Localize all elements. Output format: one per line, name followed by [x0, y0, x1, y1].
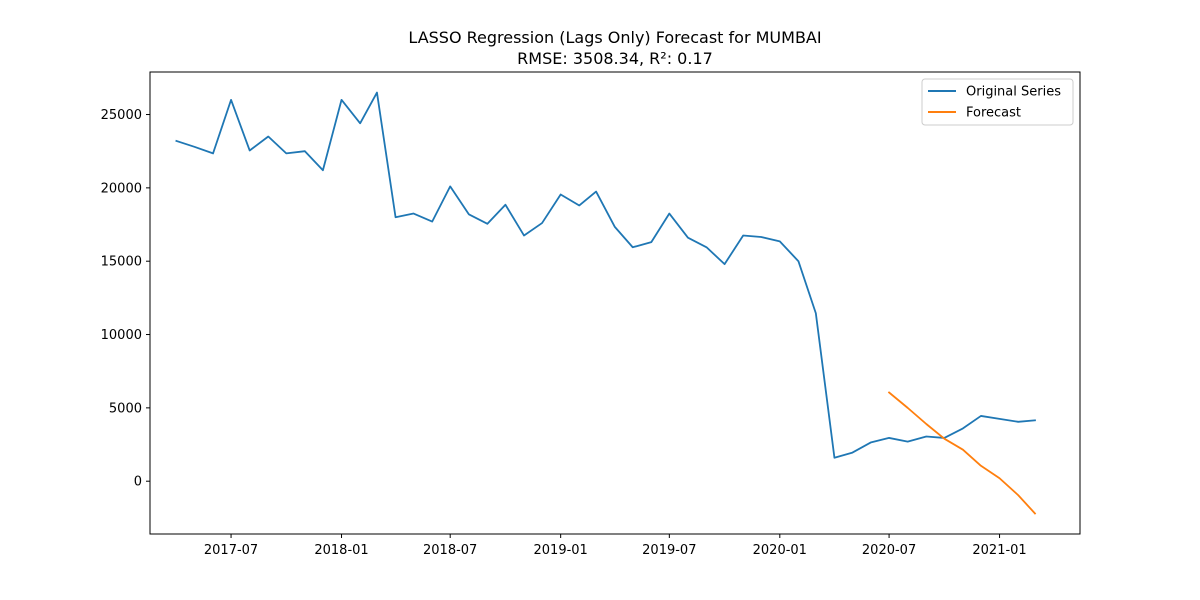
y-tick-label: 20000: [101, 181, 142, 196]
legend-label: Original Series: [966, 85, 1061, 100]
x-tick-label: 2019-01: [534, 543, 588, 558]
x-tick-label: 2017-07: [204, 543, 258, 558]
x-tick-label: 2020-07: [862, 543, 916, 558]
chart-title: LASSO Regression (Lags Only) Forecast fo…: [408, 28, 821, 47]
y-tick-label: 25000: [101, 108, 142, 123]
x-tick-label: 2018-01: [314, 543, 368, 558]
x-tick-label: 2019-07: [642, 543, 696, 558]
y-tick-label: 15000: [101, 255, 142, 270]
y-tick-label: 0: [134, 475, 142, 490]
legend: Original Series Forecast: [921, 78, 1074, 126]
x-tick-label: 2020-01: [753, 543, 807, 558]
x-tick-label: 2021-01: [972, 543, 1026, 558]
plot-frame: [149, 71, 1081, 535]
legend-box: [921, 78, 1074, 126]
y-axis: 0 5000 10000 15000 20000 25000: [101, 108, 150, 490]
x-tick-label: 2018-07: [423, 543, 477, 558]
legend-label: Forecast: [966, 106, 1021, 121]
y-tick-label: 10000: [101, 328, 142, 343]
series-layer: [175, 91, 1037, 515]
chart-subtitle: RMSE: 3508.34, R²: 0.17: [517, 49, 713, 68]
x-axis: 2017-07 2018-01 2018-07 2019-01 2019-07 2020-…: [204, 534, 1027, 558]
series-line-forecast: [887, 391, 1037, 515]
series-line-original: [175, 91, 1036, 459]
y-tick-label: 5000: [109, 401, 142, 416]
